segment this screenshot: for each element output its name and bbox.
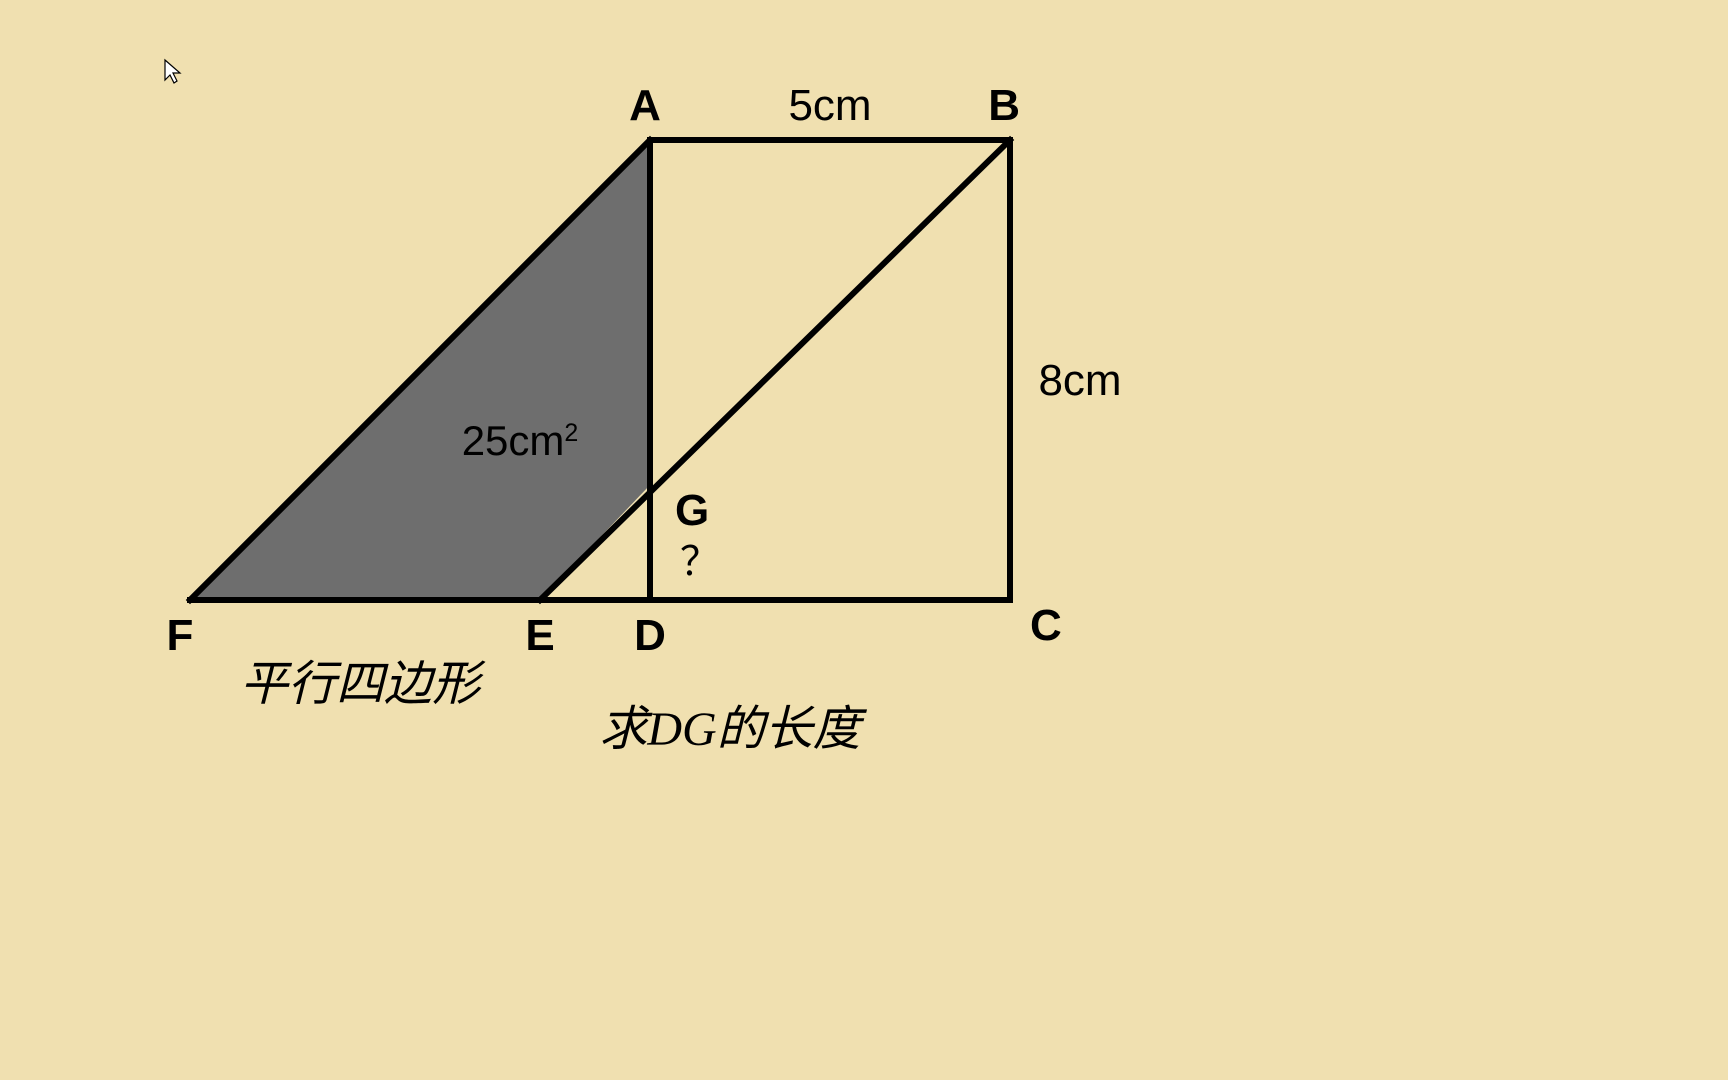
point-label-f: F	[167, 611, 194, 660]
point-label-e: E	[525, 611, 554, 660]
point-label-b: B	[988, 81, 1020, 130]
caption-question: 求DG的长度	[599, 703, 867, 756]
point-label-d: D	[634, 611, 666, 660]
geometry-diagram: A B C D E F G 5cm 8cm 25cm2 ？ 平行四边形求DG的长度	[0, 0, 1728, 1080]
dim-ab: 5cm	[788, 81, 871, 130]
question-mark: ？	[680, 540, 720, 584]
point-label-c: C	[1030, 601, 1062, 650]
caption-parallelogram: 平行四边形	[240, 658, 486, 711]
point-label-a: A	[629, 81, 661, 130]
dim-bc: 8cm	[1038, 356, 1121, 405]
point-label-g: G	[675, 486, 709, 535]
area-label: 25cm2	[462, 417, 579, 464]
